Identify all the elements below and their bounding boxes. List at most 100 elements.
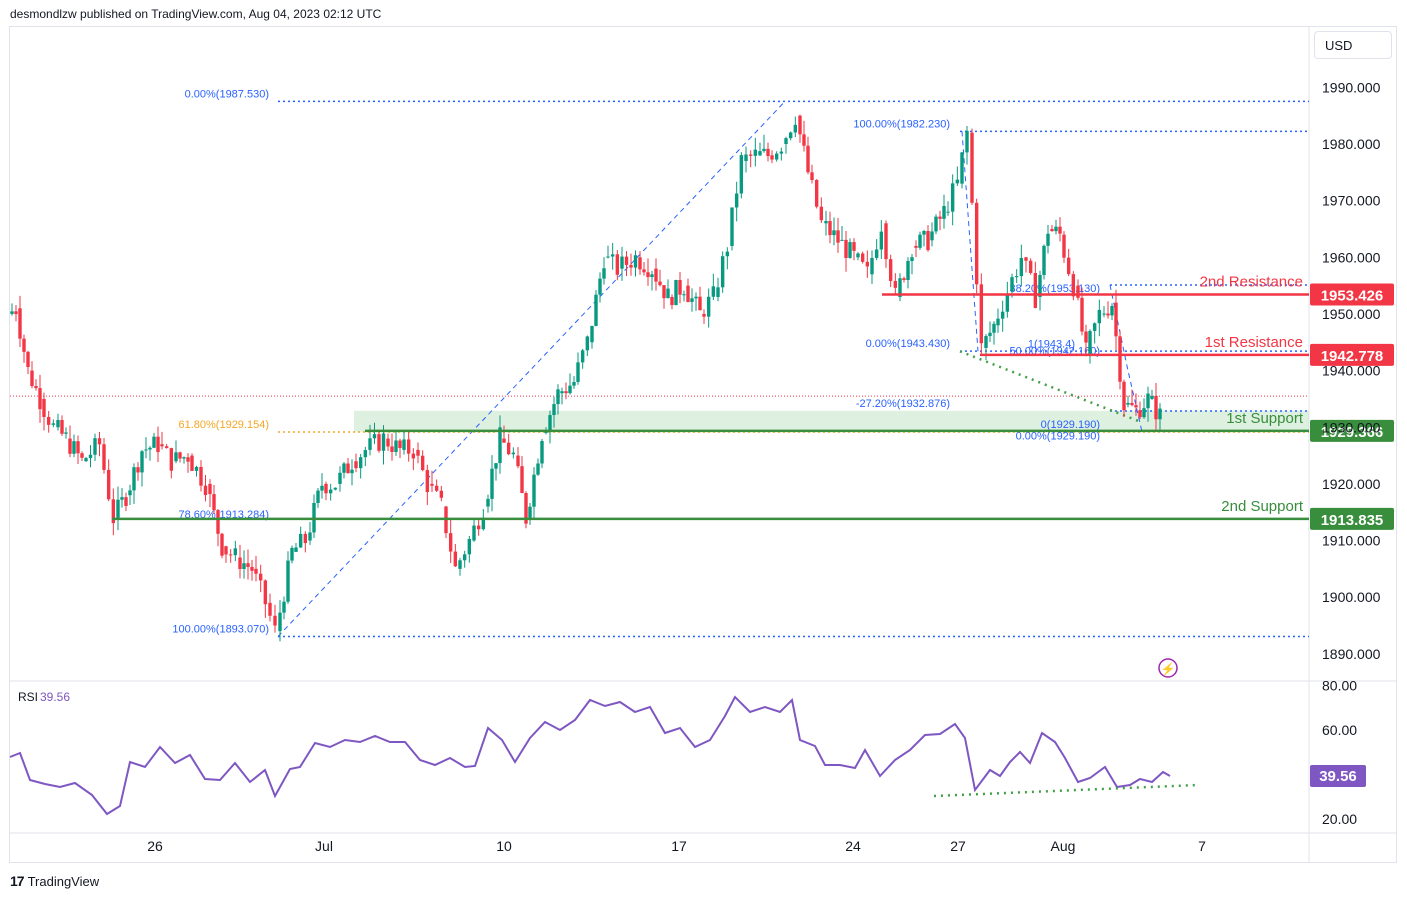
- candle-body: [1126, 402, 1130, 405]
- rsi-tick-label: 80.00: [1322, 678, 1357, 694]
- candle-body: [381, 433, 386, 451]
- candle-body: [368, 438, 372, 450]
- candle-body: [18, 308, 22, 339]
- candle-body: [132, 467, 136, 491]
- candle-body: [874, 249, 879, 258]
- rsi-line: [9, 695, 1171, 816]
- candle-body: [650, 274, 654, 278]
- candle-body: [540, 440, 544, 464]
- fib-label: 61.80%(1929.154): [178, 419, 269, 431]
- candle-body: [80, 453, 84, 458]
- candle-body: [784, 138, 788, 144]
- candle-body: [420, 455, 425, 471]
- price-tick-label: 1920.000: [1322, 476, 1381, 492]
- level-price-tag: [1310, 283, 1394, 306]
- candle-body: [860, 253, 865, 262]
- candle-body: [498, 427, 502, 464]
- candle-body: [398, 440, 402, 448]
- candle-body: [212, 494, 216, 511]
- candle-body: [34, 386, 38, 389]
- lightning-glyph: ⚡: [1161, 662, 1176, 676]
- candle-body: [802, 134, 806, 146]
- candle-body: [788, 132, 793, 139]
- price-tick-label: 1900.000: [1322, 589, 1381, 605]
- candle-body: [844, 239, 848, 258]
- candle-body: [706, 296, 711, 317]
- time-tick-label: 27: [950, 838, 966, 854]
- candle-body: [992, 323, 996, 333]
- support-zone: [354, 410, 1309, 432]
- chart-frame[interactable]: [9, 26, 1397, 863]
- candle-body: [263, 580, 268, 605]
- candle-body: [354, 461, 358, 469]
- candle-body: [1150, 396, 1154, 399]
- candle-body: [970, 132, 974, 203]
- candle-body: [810, 172, 814, 181]
- candle-body: [556, 389, 560, 405]
- fib-label: 0.00%(1987.530): [185, 88, 269, 100]
- candle-body: [524, 493, 528, 524]
- candle-body: [1158, 408, 1162, 420]
- currency-button[interactable]: USD: [1314, 31, 1392, 59]
- candle-body: [472, 525, 476, 541]
- candle-body: [1122, 381, 1126, 411]
- candle-body: [144, 449, 148, 451]
- level-price-tag: [1310, 507, 1394, 530]
- candle-body: [190, 455, 194, 471]
- candle-body: [308, 532, 312, 541]
- candle-body: [406, 439, 411, 454]
- candle-body: [128, 490, 132, 496]
- candle-body: [598, 278, 602, 295]
- candle-body: [1062, 234, 1066, 258]
- rsi-price-label: 39.56: [1319, 768, 1357, 785]
- candle-body: [342, 463, 346, 473]
- candle-body: [182, 457, 186, 459]
- candle-body: [1102, 313, 1106, 315]
- candle-body: [560, 391, 564, 394]
- candle-body: [739, 155, 744, 194]
- rsi-value: 39.56: [40, 690, 70, 704]
- candle-body: [678, 279, 682, 295]
- level-price-label: 1913.835: [1321, 512, 1384, 529]
- candle-body: [1134, 405, 1138, 408]
- candle-body: [642, 269, 646, 273]
- candle-body: [156, 436, 160, 453]
- candle-body: [386, 438, 390, 447]
- fib-label: 0.00%(1943.430): [866, 338, 950, 350]
- candle-body: [1092, 323, 1097, 331]
- candle-body: [333, 487, 338, 490]
- candle-body: [1024, 257, 1028, 261]
- candle-body: [762, 148, 766, 152]
- candle-body: [528, 506, 532, 518]
- candle-body: [852, 242, 856, 251]
- candle-body: [686, 285, 690, 302]
- candle-body: [268, 602, 272, 616]
- candle-body: [662, 285, 666, 299]
- candle-body: [734, 193, 739, 208]
- candle-body: [568, 385, 572, 394]
- candle-body: [888, 259, 893, 282]
- level-name: 1st Resistance: [1205, 334, 1303, 351]
- price-tick-label: 1990.000: [1322, 79, 1381, 95]
- candle-body: [690, 298, 694, 302]
- candle-body: [725, 251, 730, 257]
- candle-body: [638, 257, 642, 270]
- candle-body: [965, 130, 969, 153]
- candle-body: [411, 453, 416, 459]
- candle-body: [238, 557, 242, 569]
- candle-body: [532, 474, 536, 507]
- candle-body: [918, 234, 922, 248]
- candle-body: [984, 336, 988, 348]
- publisher-header: desmondlzw published on TradingView.com,…: [10, 7, 382, 21]
- candle-body: [278, 612, 282, 632]
- candle-body: [250, 566, 254, 571]
- candle-body: [1038, 274, 1042, 297]
- candle-body: [56, 420, 60, 428]
- candle-body: [316, 490, 320, 503]
- candle-body: [758, 151, 762, 156]
- candle-body: [258, 573, 263, 581]
- level-layer: 2nd Resistance 1953.426 1st Resistance 1942…: [112, 274, 1394, 530]
- candle-body: [390, 446, 394, 452]
- candle-body: [1014, 276, 1019, 278]
